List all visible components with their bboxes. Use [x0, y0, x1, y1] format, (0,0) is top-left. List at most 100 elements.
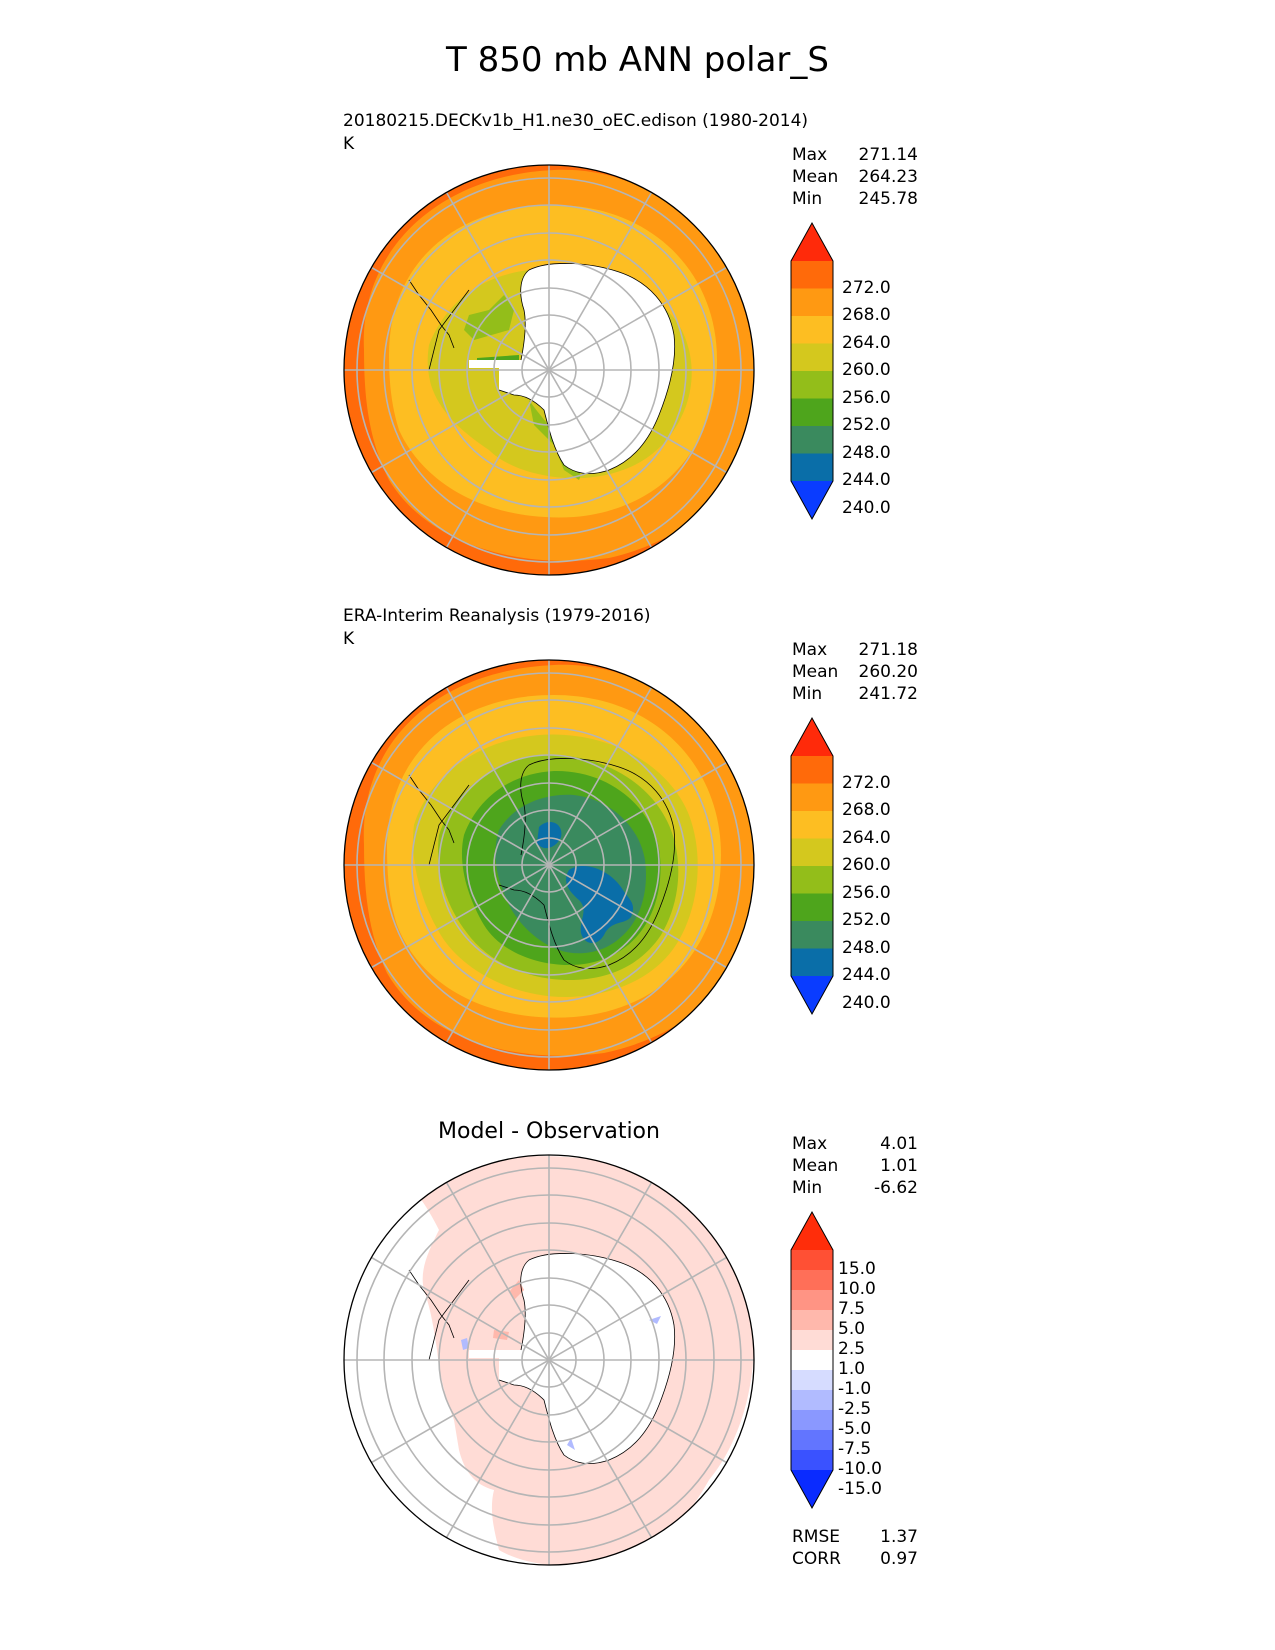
- map-2-boundary: [343, 659, 755, 1071]
- colorbar-segment: [791, 811, 833, 840]
- colorbar-segment: [791, 261, 833, 290]
- colorbar-tick-label: 10.0: [838, 1279, 876, 1299]
- colorbar-segment: [791, 426, 833, 455]
- panel-3-stats: Max 4.01 Mean 1.01 Min -6.62: [792, 1133, 918, 1199]
- map-3-boundary: [343, 1154, 755, 1566]
- panel-2-colorbar: [790, 716, 834, 1016]
- map-2-gridlines: [344, 660, 754, 1070]
- panel-2-polar-map: [343, 659, 755, 1071]
- map-1-coastline: [428, 263, 675, 475]
- colorbar-tick-label: 1.0: [838, 1359, 866, 1379]
- colorbar-segment: [791, 343, 833, 372]
- stat-label: Mean: [792, 1156, 839, 1176]
- colorbar-tick-label: 268.0: [842, 800, 891, 820]
- colorbar-tick-label: 252.0: [842, 415, 891, 435]
- panel-1-stats: Max 271.14 Mean 264.23 Min 245.78: [792, 144, 918, 210]
- colorbar-tick-label: 272.0: [842, 772, 891, 793]
- colorbar-extend-bottom: [791, 976, 833, 1014]
- map-3-ice-sheet: [469, 1253, 675, 1464]
- colorbar-tick-label: 272.0: [842, 277, 891, 298]
- stat-value: 4.01: [880, 1134, 918, 1154]
- panel-3-title: Model - Observation: [438, 1119, 660, 1144]
- metric-label: CORR: [792, 1549, 841, 1569]
- colorbar-tick-label: 244.0: [842, 965, 891, 985]
- colorbar-outline: [790, 221, 834, 521]
- colorbar-segment: [791, 948, 833, 977]
- colorbar-tick-label: 244.0: [842, 470, 891, 490]
- colorbar-tick-label: -5.0: [838, 1419, 872, 1439]
- colorbar-extend-bottom: [791, 1470, 833, 1508]
- colorbar-outline: [790, 1210, 834, 1510]
- colorbar-tick-label: -2.5: [838, 1399, 872, 1419]
- colorbar-segment: [791, 316, 833, 345]
- colorbar-segment: [791, 783, 833, 812]
- colorbar-segment: [791, 1330, 833, 1351]
- colorbar-tick-label: -10.0: [838, 1459, 882, 1479]
- map-2-peninsula: [408, 774, 455, 844]
- colorbar-tick-label: 15.0: [838, 1259, 876, 1279]
- panel-2-title: ERA-Interim Reanalysis (1979-2016): [343, 606, 651, 626]
- stat-label: Max: [792, 145, 828, 165]
- stat-label: Min: [792, 684, 823, 704]
- map-1-boundary: [343, 164, 755, 576]
- colorbar-extend-top: [791, 718, 833, 756]
- map-3-hotspot-2-5: [493, 1280, 524, 1340]
- colorbar-segment: [791, 453, 833, 482]
- colorbar-extend-bottom: [791, 481, 833, 519]
- metric-value: 1.37: [880, 1527, 918, 1547]
- panel-1-colorbar: [790, 221, 834, 521]
- colorbar-segment: [791, 1350, 833, 1371]
- colorbar-tick-label: -15.0: [838, 1479, 882, 1499]
- panel-2-stats: Max 271.18 Mean 260.20 Min 241.72: [792, 639, 918, 705]
- colorbar-segment: [791, 866, 833, 895]
- colorbar-outline: [790, 716, 834, 1016]
- panel-3-polar-map: [343, 1154, 755, 1566]
- colorbar-tick-label: 2.5: [838, 1339, 866, 1359]
- map-1-peninsula: [408, 279, 455, 349]
- stat-value: 245.78: [858, 189, 918, 209]
- panel-2-units: K: [343, 629, 355, 649]
- colorbar-segment: [791, 1290, 833, 1311]
- stat-value: 271.18: [858, 640, 918, 660]
- colorbar-segment: [791, 1410, 833, 1431]
- stat-label: Max: [792, 640, 828, 660]
- panel-3-metrics: RMSE 1.37 CORR 0.97: [792, 1526, 918, 1570]
- colorbar-tick-label: 264.0: [842, 332, 891, 353]
- map-1-ice-sheet: [469, 263, 675, 474]
- map-3-coastline: [428, 1253, 675, 1465]
- colorbar-tick-label: 252.0: [842, 910, 891, 930]
- stat-label: Min: [792, 189, 823, 209]
- stat-value: 264.23: [858, 167, 918, 187]
- colorbar-segment: [791, 1450, 833, 1471]
- colorbar-tick-label: -7.5: [838, 1439, 872, 1459]
- map-3-peninsula: [408, 1269, 455, 1339]
- colorbar-segment: [791, 371, 833, 400]
- stat-value: 260.20: [858, 662, 918, 682]
- colorbar-segment: [791, 1370, 833, 1391]
- colorbar-segment: [791, 756, 833, 785]
- stat-label: Min: [792, 1178, 823, 1198]
- metric-label: RMSE: [792, 1527, 841, 1547]
- colorbar-tick-label: 260.0: [842, 855, 891, 875]
- colorbar-extend-top: [791, 223, 833, 261]
- colorbar-segment: [791, 1270, 833, 1291]
- colorbar-tick-label: 248.0: [842, 442, 891, 463]
- stat-label: Mean: [792, 662, 839, 682]
- map-1-gridlines: [344, 165, 754, 575]
- colorbar-tick-label: 5.0: [838, 1319, 866, 1339]
- colorbar-segment: [791, 1310, 833, 1331]
- colorbar-tick-label: 256.0: [842, 387, 891, 408]
- stat-value: -6.62: [874, 1178, 918, 1198]
- map-2-band-240: [537, 822, 634, 944]
- stat-label: Mean: [792, 167, 839, 187]
- panel-1-units: K: [343, 134, 355, 154]
- colorbar-segment: [791, 288, 833, 317]
- colorbar-tick-label: 240.0: [842, 497, 891, 518]
- colorbar-segment: [791, 1390, 833, 1411]
- colorbar-tick-label: 256.0: [842, 882, 891, 903]
- colorbar-tick-label: 240.0: [842, 992, 891, 1013]
- map-3-gridlines: [344, 1155, 754, 1565]
- metric-value: 0.97: [880, 1549, 918, 1569]
- stat-label: Max: [792, 1134, 828, 1154]
- colorbar-tick-label: 7.5: [838, 1299, 866, 1319]
